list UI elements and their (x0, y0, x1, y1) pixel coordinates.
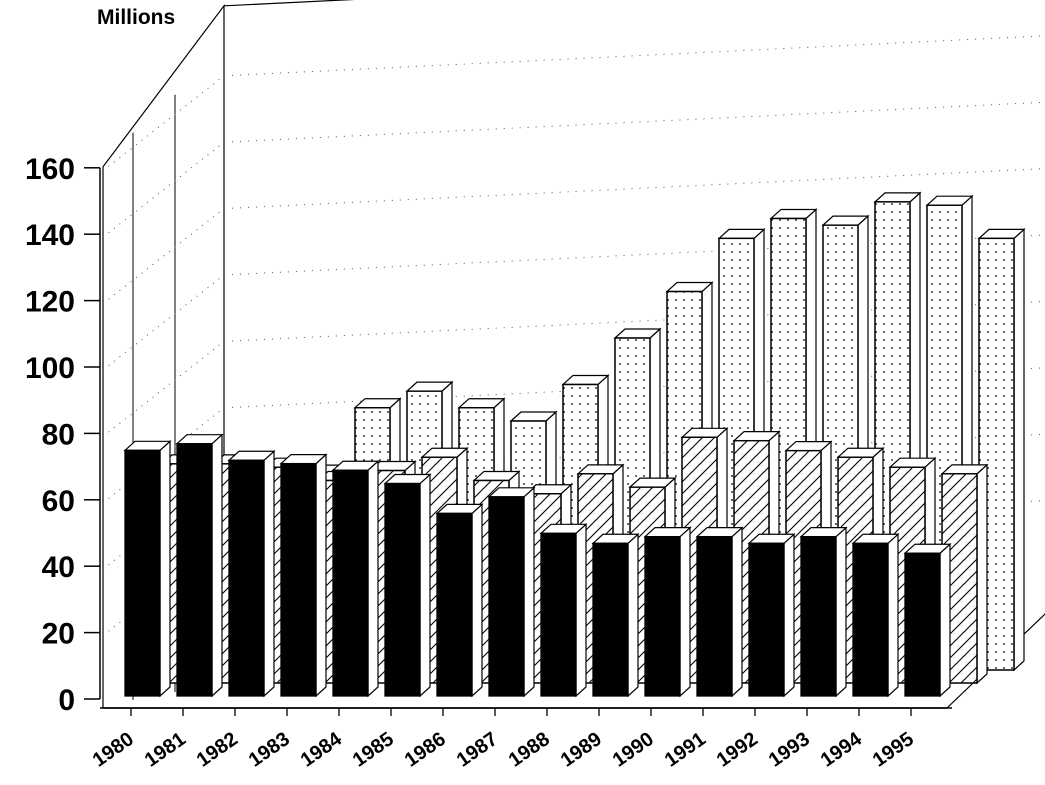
bar-side (159, 439, 171, 698)
bar-side (315, 453, 327, 698)
bar (851, 532, 900, 698)
y-tick-label: 140 (25, 219, 75, 252)
bar-front (748, 542, 785, 697)
bar-front (800, 535, 837, 697)
bar-side (627, 532, 639, 698)
y-tick-label: 20 (42, 618, 75, 651)
x-tick-label: 1989 (557, 728, 606, 772)
y-axis: 0 20 40 60 80 100 120 140 160 (25, 153, 101, 717)
x-tick-label: 1980 (89, 728, 138, 772)
y-tick-label: 120 (25, 286, 75, 319)
x-tick-label: 1983 (245, 728, 294, 772)
x-tick-label: 1993 (765, 728, 814, 772)
x-tick-label: 1988 (505, 728, 554, 772)
bar (903, 542, 952, 698)
bar-side (1013, 228, 1025, 672)
bar-side (367, 459, 379, 698)
side-wall (102, 4, 225, 708)
bar (643, 526, 692, 698)
bar-front (904, 552, 941, 697)
x-tick-label: 1981 (141, 728, 190, 772)
bar-side (783, 532, 795, 698)
bar-side (679, 526, 691, 698)
bar (279, 453, 328, 698)
bar-front (644, 535, 681, 697)
bar-front (332, 469, 369, 697)
gridline-side (102, 274, 225, 371)
x-tick-label: 1992 (713, 728, 762, 772)
bar (591, 532, 640, 698)
gridline-back (223, 300, 1045, 342)
gridline-back (223, 367, 1045, 409)
y-tick-label: 40 (42, 551, 75, 584)
bar (977, 228, 1026, 672)
y-tick-label: 160 (25, 153, 75, 186)
gridline-back (223, 168, 1045, 210)
bar-side (939, 542, 951, 698)
bar-side (731, 526, 743, 698)
gridline-side (102, 141, 225, 238)
y-tick-label: 100 (25, 352, 75, 385)
bars (123, 191, 1026, 698)
x-tick-label: 1995 (869, 728, 918, 772)
bar (695, 526, 744, 698)
bar (175, 433, 224, 698)
bar (123, 439, 172, 698)
gridline-back (223, 101, 1045, 143)
bar (799, 526, 848, 698)
x-tick-label: 1994 (817, 728, 867, 772)
bar-side (835, 526, 847, 698)
unit-label: Millions (97, 6, 176, 29)
bar (383, 473, 432, 698)
bar-front (124, 449, 161, 697)
x-tick-label: 1987 (453, 728, 502, 772)
bar-front (488, 496, 525, 697)
bar-front (280, 462, 317, 697)
bar-side (523, 486, 535, 698)
bar-front (436, 512, 473, 697)
x-tick-label: 1990 (609, 728, 658, 772)
y-tick-label: 80 (42, 418, 75, 451)
bar-front (384, 482, 421, 697)
x-axis: 1980 1981 1982 1983 1984 1985 1986 1987 1988 1989… (89, 707, 952, 772)
y-tick-label: 0 (58, 684, 75, 717)
gridline-side (102, 341, 225, 437)
x-tick-label: 1985 (349, 728, 398, 772)
x-tick-label: 1984 (297, 728, 347, 772)
bar-side (419, 473, 431, 698)
back-wall-top (223, 0, 356, 7)
bar (227, 449, 276, 698)
gridline-back (223, 234, 1045, 276)
y-tick-label: 60 (42, 485, 75, 518)
x-tick-label: 1991 (661, 728, 710, 772)
bar (747, 532, 796, 698)
bar-side (887, 532, 899, 698)
x-tick-label: 1982 (193, 728, 242, 772)
gridline-side (102, 208, 225, 304)
bar-front (592, 542, 629, 697)
bar (331, 459, 380, 698)
x-tick-label: 1986 (401, 728, 450, 772)
bar (539, 522, 588, 698)
gridline-side (102, 75, 225, 172)
gridline-back (223, 35, 1045, 77)
bar (487, 486, 536, 698)
bar-side (211, 433, 223, 698)
bar-front (696, 535, 733, 697)
bar-side (471, 503, 483, 698)
bar-front (176, 443, 213, 697)
bar-front (540, 532, 577, 697)
bar (435, 503, 484, 698)
bar-front (228, 459, 265, 697)
bar-side (976, 463, 988, 685)
bar-side (575, 522, 587, 698)
bar-front (852, 542, 889, 697)
bar-side (263, 449, 275, 698)
